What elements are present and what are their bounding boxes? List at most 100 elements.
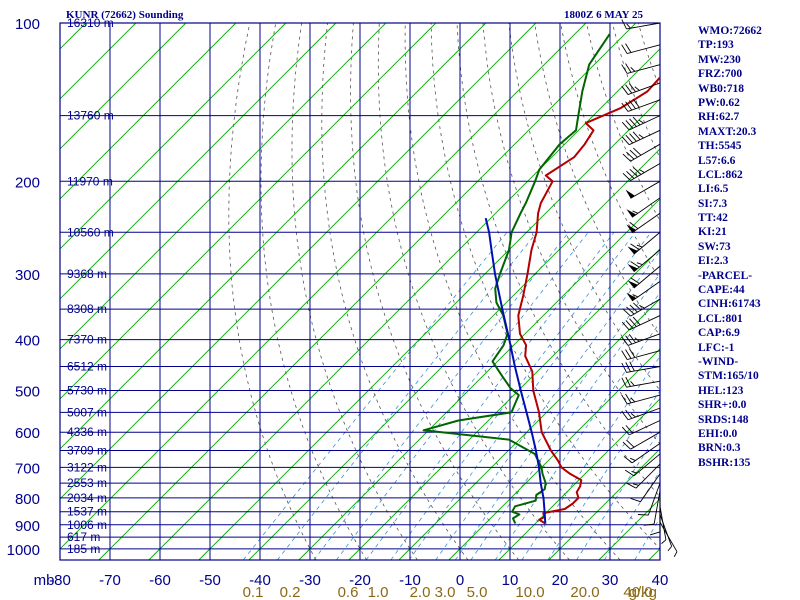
index-item: EI:2.3	[698, 255, 729, 268]
barb-feather	[621, 377, 627, 388]
index-item: -WIND-	[698, 355, 739, 368]
dry-adiabat	[404, 23, 621, 560]
barb-shaft	[659, 514, 673, 547]
wind-barb	[625, 180, 661, 199]
isotherm	[98, 23, 637, 560]
barb-feather	[625, 101, 633, 111]
dry-adiabat	[350, 23, 520, 560]
index-item: MAXT:20.3	[698, 125, 757, 138]
isotherm	[248, 148, 660, 560]
index-item: TT:42	[698, 212, 728, 225]
barb-feather	[625, 425, 634, 434]
barb-pennant	[627, 264, 638, 272]
barb-pennant	[626, 224, 637, 233]
wind-barb	[621, 407, 661, 421]
wind-barb	[626, 281, 661, 302]
isotherm	[498, 398, 660, 560]
barb-feather	[621, 136, 630, 146]
wind-barb	[622, 298, 661, 317]
wind-barb	[621, 98, 661, 112]
barb-feather	[632, 316, 641, 326]
barb-feather	[630, 413, 636, 418]
temperature-tick-label: -80	[49, 572, 71, 589]
index-item: FRZ:700	[698, 68, 743, 81]
index-item: SRDS:148	[698, 413, 749, 426]
barb-feather	[626, 23, 631, 29]
barb-feather	[636, 262, 643, 266]
barb-feather	[638, 134, 644, 139]
barb-feather	[622, 308, 631, 317]
barb-feather	[621, 85, 629, 95]
isotherm	[60, 23, 387, 350]
barb-feather	[629, 118, 637, 127]
pressure-tick-label: 700	[15, 460, 40, 477]
barb-feather	[629, 169, 638, 177]
barb-shaft	[626, 380, 661, 388]
index-item: L57:6.6	[698, 154, 736, 167]
barb-feather	[628, 83, 636, 93]
wind-barb	[643, 490, 661, 526]
dry-adiabat	[321, 23, 469, 560]
index-item: LI:6.5	[698, 183, 729, 196]
barb-shaft	[630, 163, 661, 181]
barb-feather	[629, 133, 637, 142]
barb-feather	[637, 514, 649, 516]
index-item: TP:193	[698, 39, 734, 52]
barb-feather	[633, 167, 642, 175]
mixing-ratio-label: 5.0	[467, 584, 488, 600]
barb-feather	[622, 153, 631, 162]
barb-feather	[626, 171, 635, 179]
index-item: HEL:123	[698, 384, 744, 397]
barb-feather	[621, 64, 628, 74]
mixing-ratio-label: 2.0	[410, 584, 431, 600]
barb-shaft	[628, 315, 661, 331]
height-label: 3709 m	[67, 443, 107, 457]
height-label: 7370 m	[67, 333, 107, 347]
barb-shaft	[626, 22, 661, 30]
dry-adiabat	[228, 23, 317, 560]
height-label: 9368 m	[67, 267, 107, 281]
barb-shaft	[627, 407, 661, 421]
index-item: CAPE:44	[698, 284, 745, 297]
barb-shaft	[628, 115, 661, 131]
wind-barb	[623, 442, 661, 464]
isotherm	[398, 298, 660, 560]
height-labels: 16310 m 13760 m 11970 m 10560 m 9368 m 8308 m…	[67, 16, 114, 556]
pressure-unit-label: mb	[34, 572, 55, 589]
wind-barb	[626, 463, 661, 489]
wind-barb	[621, 82, 661, 95]
barb-feather	[625, 84, 633, 94]
barb-feather	[625, 376, 631, 387]
barb-feather	[621, 426, 630, 436]
wind-barb	[626, 212, 661, 234]
index-item: -PARCEL-	[698, 269, 753, 282]
barb-feather	[629, 348, 636, 358]
barb-feather	[638, 119, 644, 124]
wind-barb	[621, 348, 661, 360]
barb-feather	[632, 98, 640, 108]
temperature-tick-label: 20	[552, 572, 569, 589]
barb-shaft	[653, 490, 661, 525]
barb-feather	[632, 210, 639, 214]
isotherm	[60, 23, 537, 500]
barb-feather	[661, 539, 667, 544]
index-item: SW:73	[698, 240, 731, 253]
barb-shaft	[630, 298, 661, 317]
barb-shaft	[630, 431, 661, 450]
barb-feather	[625, 134, 634, 144]
profile-lines	[422, 33, 660, 525]
index-item: KI:21	[698, 226, 727, 239]
barb-feather	[636, 244, 643, 248]
wind-barb	[637, 483, 661, 516]
barb-shaft	[640, 473, 661, 502]
index-item: WB0:718	[698, 82, 744, 95]
height-label: 5730 m	[67, 384, 107, 398]
height-label: 4336 m	[67, 425, 107, 439]
height-label: 185 m	[67, 542, 100, 556]
barb-pennant	[627, 246, 638, 255]
height-label: 13760 m	[67, 109, 114, 123]
chart-title: KUNR (72662) Sounding	[66, 9, 184, 21]
barb-feather	[625, 63, 632, 73]
barb-feather	[622, 173, 631, 181]
